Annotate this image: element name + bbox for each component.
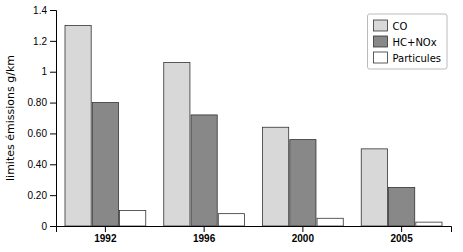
- tick-label: 1996: [193, 233, 216, 244]
- tick: 1: [41, 66, 56, 77]
- tick: 0.40: [28, 159, 56, 170]
- legend-item: HC+NOx: [374, 36, 437, 48]
- legend-swatch: [374, 20, 388, 31]
- tick-mark: [302, 226, 303, 232]
- tick-label: 0: [41, 221, 47, 232]
- legend-swatch: [374, 36, 388, 47]
- legend-frame: [368, 14, 448, 69]
- legend-label: HC+NOx: [393, 37, 437, 48]
- x-axis: 1992 1996 2000 2005: [57, 226, 452, 244]
- y-axis-title: limites émissions g/km: [4, 55, 17, 181]
- bar: [92, 103, 118, 226]
- tick-mark: [50, 10, 56, 11]
- tick: 0.20: [28, 190, 56, 201]
- tick-label: 0.80: [28, 97, 48, 108]
- tick-label: 0.20: [28, 190, 48, 201]
- tick: 0.60: [28, 128, 56, 139]
- chart: 0 0.20 0.40 0.60 0.80 1 1.2 1.4 1992 1996 2000 2005…: [0, 0, 463, 252]
- tick-mark: [50, 72, 56, 73]
- axis-line: [50, 11, 57, 227]
- bar-series: [120, 211, 442, 226]
- tick: 0: [41, 221, 56, 232]
- legend-label: Particules: [393, 53, 442, 64]
- tick-mark: [50, 133, 56, 134]
- tick-label: 0.60: [28, 128, 48, 139]
- legend: CO HC+NOx Particules: [368, 14, 448, 69]
- legend-item: CO: [374, 20, 408, 32]
- tick-mark: [105, 226, 106, 232]
- tick-mark: [50, 226, 56, 227]
- tick: 1.4: [33, 5, 56, 16]
- tick: 1996: [193, 226, 216, 244]
- tick-mark: [204, 226, 205, 232]
- tick: 2005: [391, 226, 414, 244]
- bar: [290, 140, 316, 226]
- y-axis: 0 0.20 0.40 0.60 0.80 1 1.2 1.4: [28, 5, 57, 232]
- tick-mark: [50, 41, 56, 42]
- legend-swatch: [374, 52, 388, 63]
- tick-label: 1: [41, 66, 47, 77]
- tick-mark: [50, 103, 56, 104]
- bar: [317, 218, 343, 226]
- tick-mark: [50, 164, 56, 165]
- bar: [218, 214, 244, 226]
- bar: [191, 115, 217, 226]
- axis-line: [57, 227, 452, 233]
- tick-mark: [50, 195, 56, 196]
- tick: 1.2: [33, 36, 56, 47]
- tick: 0.80: [28, 97, 56, 108]
- plot: 0 0.20 0.40 0.60 0.80 1 1.2 1.4 1992 1996 2000 2005…: [28, 5, 452, 244]
- tick-mark: [401, 226, 402, 232]
- bars: [65, 25, 442, 226]
- legend-item: Particules: [374, 52, 442, 64]
- bar: [65, 25, 91, 226]
- tick-label: 1.4: [33, 5, 47, 16]
- tick-label: 2005: [391, 233, 414, 244]
- bar: [164, 62, 190, 226]
- tick-label: 1992: [94, 233, 117, 244]
- bar-series: [92, 103, 414, 226]
- bar: [361, 149, 387, 226]
- tick-label: 2000: [292, 233, 315, 244]
- tick-label: 0.40: [28, 159, 48, 170]
- bar-series: [65, 25, 387, 226]
- tick: 1992: [94, 226, 117, 244]
- legend-label: CO: [393, 21, 408, 32]
- bar: [389, 187, 415, 226]
- tick: 2000: [292, 226, 315, 244]
- bar: [120, 211, 146, 226]
- bar: [262, 127, 288, 226]
- tick-label: 1.2: [33, 36, 47, 47]
- bar: [416, 222, 442, 226]
